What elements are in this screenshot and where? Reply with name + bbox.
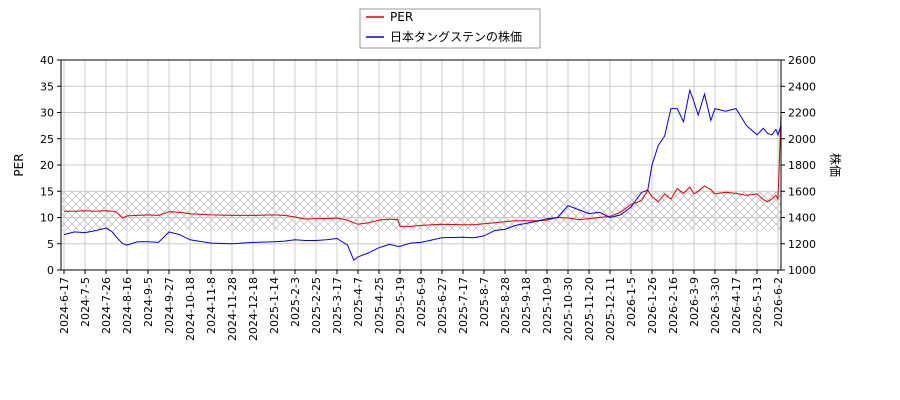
x-tick-label: 2026-3-30 [709, 277, 722, 334]
x-tick-label: 2025-3-17 [331, 277, 344, 334]
grid [61, 59, 781, 271]
x-tick-label: 2025-8-28 [499, 277, 512, 334]
x-tick-label: 2026-6-2 [772, 277, 785, 327]
x-tick-label: 2025-10-30 [562, 277, 575, 341]
series-line-price [63, 88, 781, 261]
y-tick-label: 35 [40, 80, 54, 93]
x-tick-label: 2025-4-25 [373, 277, 386, 334]
x-tick-label: 2025-9-18 [520, 277, 533, 334]
y-tick-label: 10 [40, 212, 54, 225]
x-tick-label: 2025-11-20 [583, 277, 596, 341]
x-tick-label: 2026-1-5 [625, 277, 638, 327]
y-tick-label: 5 [47, 238, 54, 251]
y-tick-label: 30 [40, 107, 54, 120]
y2-tick-label: 2000 [788, 133, 816, 146]
x-tick-label: 2025-2-25 [310, 277, 323, 334]
legend-label-per: PER [390, 10, 413, 24]
x-tick-label: 2024-12-18 [247, 277, 260, 341]
x-tick-label: 2024-9-5 [142, 277, 155, 327]
x-tick-label: 2025-6-27 [436, 277, 449, 334]
series-layer [63, 88, 781, 261]
y2-tick-label: 2600 [788, 54, 816, 67]
x-tick-label: 2026-5-13 [751, 277, 764, 334]
y-tick-label: 20 [40, 159, 54, 172]
x-tick-label: 2025-4-7 [352, 277, 365, 327]
y-tick-label: 40 [40, 54, 54, 67]
x-tick-label: 2025-7-17 [457, 277, 470, 334]
x-tick-label: 2025-5-19 [394, 277, 407, 334]
x-tick-label: 2026-2-16 [667, 277, 680, 334]
y-tick-label: 15 [40, 185, 54, 198]
x-tick-label: 2026-3-9 [688, 277, 701, 327]
x-tick-label: 2025-6-9 [415, 277, 428, 327]
y-axis-title: PER [12, 153, 26, 176]
x-axis: 2024-6-17 2024-7-5 2024-7-26 2024-8-16 2024-… [58, 270, 785, 341]
x-tick-label: 2025-8-7 [478, 277, 491, 327]
x-tick-label: 2024-6-17 [58, 277, 71, 334]
y-tick-label: 25 [40, 133, 54, 146]
y2-tick-label: 1600 [788, 185, 816, 198]
x-tick-label: 2025-1-14 [268, 277, 281, 334]
legend: PER 日本タングステンの株価 [359, 8, 541, 49]
y2-tick-label: 2400 [788, 80, 816, 93]
y2-tick-label: 1000 [788, 264, 816, 277]
y2-tick-label: 1800 [788, 159, 816, 172]
x-tick-label: 2024-11-8 [205, 277, 218, 334]
x-tick-label: 2026-4-17 [730, 277, 743, 334]
y2-tick-label: 1200 [788, 238, 816, 251]
legend-label-price: 日本タングステンの株価 [390, 29, 522, 44]
x-tick-label: 2026-1-26 [646, 277, 659, 334]
y-tick-label: 0 [47, 264, 54, 277]
x-tick-label: 2025-10-9 [541, 277, 554, 334]
legend-box [359, 8, 541, 49]
x-tick-label: 2024-10-18 [184, 277, 197, 341]
x-tick-label: 2025-12-11 [604, 277, 617, 341]
x-tick-label: 2024-8-16 [121, 277, 134, 334]
y2-axis-title: 株価 [828, 153, 843, 177]
y-axis-right: 1000 1200 1400 1600 1800 2000 2200 2400 2600 [781, 54, 816, 277]
x-tick-label: 2024-11-28 [226, 277, 239, 341]
x-tick-label: 2024-9-27 [163, 277, 176, 334]
y-axis-left: 0 5 10 15 20 25 30 35 40 [40, 54, 61, 277]
y2-tick-label: 2200 [788, 107, 816, 120]
x-tick-label: 2025-2-3 [289, 277, 302, 327]
y2-tick-label: 1400 [788, 212, 816, 225]
x-tick-label: 2024-7-5 [79, 277, 92, 327]
series-line-per [64, 100, 781, 227]
x-tick-label: 2024-7-26 [100, 277, 113, 334]
